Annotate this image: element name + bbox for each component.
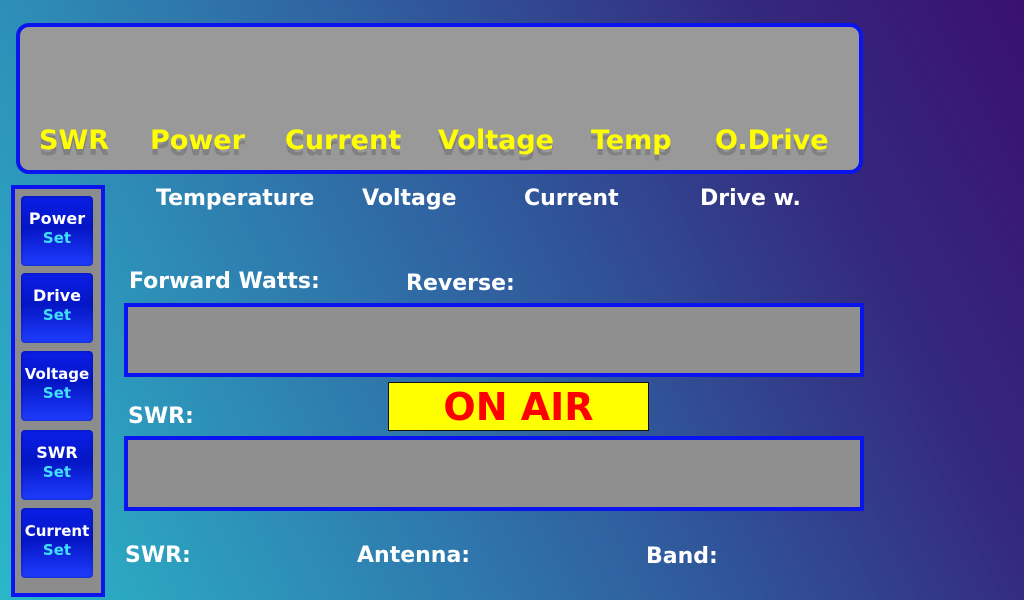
on-air-indicator: ON AIR xyxy=(388,382,649,431)
alarm-odrive-label: O.Drive xyxy=(715,125,829,156)
temperature-label: Temperature xyxy=(156,186,315,211)
alarm-current-shadow: Current xyxy=(285,131,402,162)
current-label: Current xyxy=(524,186,619,211)
antenna-label: Antenna: xyxy=(357,543,471,568)
drive-set-button-label: Drive xyxy=(33,286,81,305)
alarm-temp-shadow: Temp xyxy=(591,131,672,162)
alarm-voltage-label: Voltage xyxy=(438,125,554,156)
drive-watts-label: Drive w. xyxy=(700,186,801,211)
voltage-set-button-sub: Set xyxy=(42,384,72,402)
drive-set-button-sub: Set xyxy=(42,306,72,324)
alarm-voltage-shadow: Voltage xyxy=(438,131,554,162)
alarm-status-panel: SWR SWR Power Power Current Current Volt… xyxy=(16,23,863,174)
swr-meter-bar xyxy=(124,436,864,511)
forward-watts-label: Forward Watts: xyxy=(129,269,320,294)
swr-set-button[interactable]: SWR Set xyxy=(21,430,93,500)
alarm-temp-label: Temp xyxy=(591,125,672,156)
swr-set-button-sub: Set xyxy=(42,463,72,481)
power-set-button-sub: Set xyxy=(42,229,72,247)
power-set-button[interactable]: Power Set xyxy=(21,196,93,266)
current-set-button-label: Current xyxy=(24,522,90,540)
power-meter-bar xyxy=(124,303,864,377)
alarm-odrive-shadow: O.Drive xyxy=(715,131,829,162)
alarm-swr-shadow: SWR xyxy=(39,131,110,162)
reverse-label: Reverse: xyxy=(406,271,515,296)
voltage-set-button-label: Voltage xyxy=(24,365,90,383)
current-set-button[interactable]: Current Set xyxy=(21,508,93,578)
settings-sidebar: Power Set Drive Set Voltage Set SWR Set … xyxy=(11,185,105,597)
swr-readout-label: SWR: xyxy=(125,543,191,568)
alarm-power-label: Power xyxy=(150,125,245,156)
voltage-set-button[interactable]: Voltage Set xyxy=(21,351,93,421)
band-label: Band: xyxy=(646,544,718,569)
swr-meter-label: SWR: xyxy=(128,404,194,429)
swr-set-button-label: SWR xyxy=(36,443,78,462)
power-set-button-label: Power xyxy=(28,209,86,228)
alarm-current-label: Current xyxy=(285,125,402,156)
voltage-label: Voltage xyxy=(362,186,457,211)
current-set-button-sub: Set xyxy=(42,541,72,559)
alarm-power-shadow: Power xyxy=(150,131,245,162)
drive-set-button[interactable]: Drive Set xyxy=(21,273,93,343)
alarm-swr-label: SWR xyxy=(39,125,110,156)
